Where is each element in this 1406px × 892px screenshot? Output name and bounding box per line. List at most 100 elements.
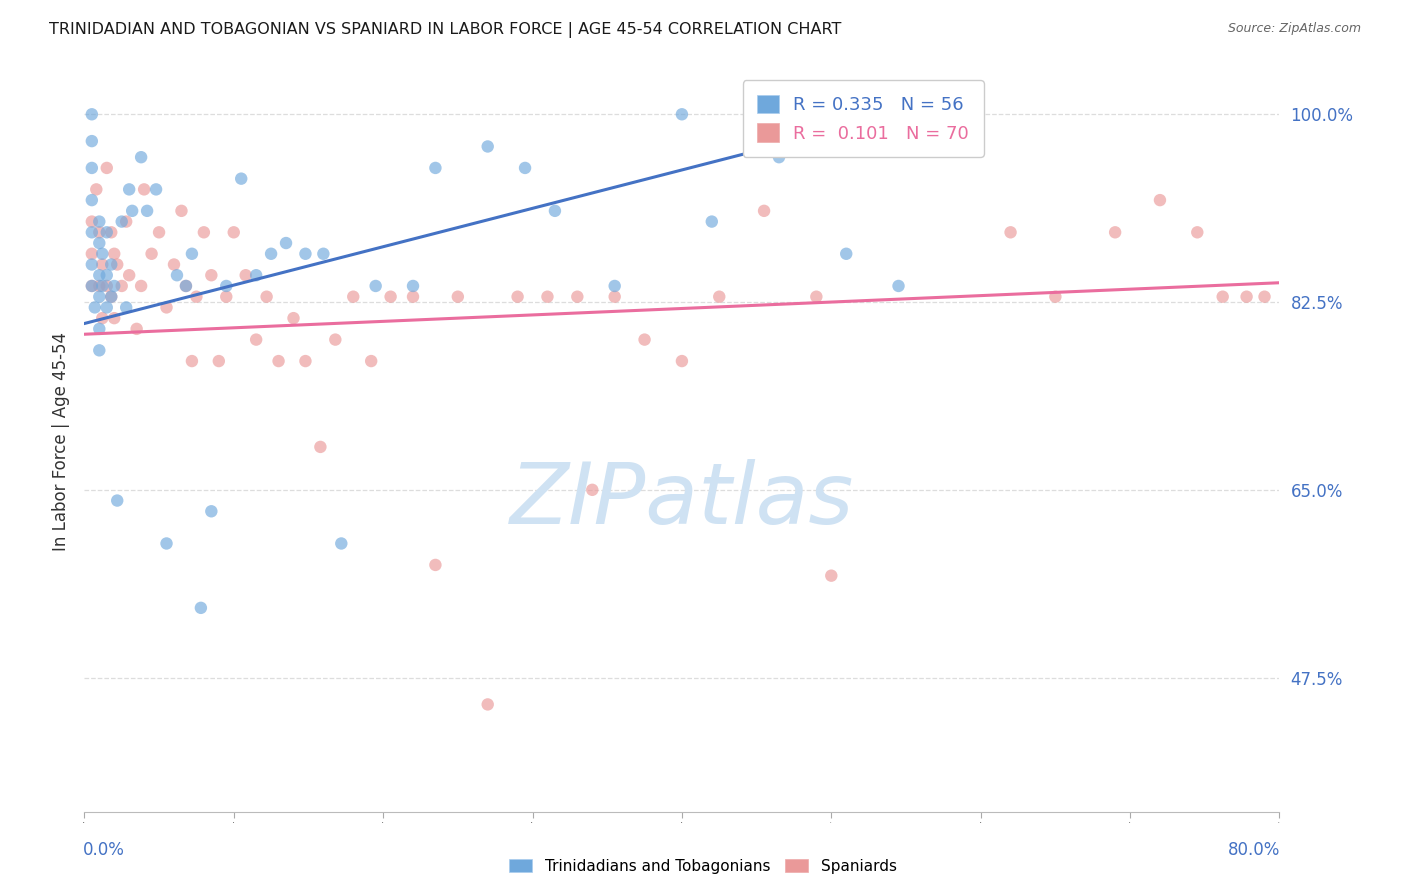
- Point: [342, 290, 364, 304]
- Point: [80, 107, 103, 121]
- Point: [155, 536, 177, 550]
- Point: [121, 203, 143, 218]
- Point: [245, 268, 267, 283]
- Point: [215, 279, 238, 293]
- Point: [118, 182, 141, 196]
- Point: [700, 214, 723, 228]
- Point: [752, 203, 775, 218]
- Point: [100, 290, 122, 304]
- Point: [100, 290, 122, 304]
- Point: [132, 182, 156, 196]
- Point: [80, 246, 103, 260]
- Point: [939, 107, 962, 121]
- Point: [100, 258, 122, 272]
- Point: [887, 279, 910, 293]
- Point: [1149, 193, 1171, 207]
- Point: [190, 600, 212, 615]
- Text: ZIPatlas: ZIPatlas: [510, 459, 853, 542]
- Point: [477, 698, 499, 712]
- Point: [283, 311, 305, 326]
- Point: [80, 214, 103, 228]
- Point: [89, 343, 111, 358]
- Point: [274, 235, 297, 250]
- Text: TRINIDADIAN AND TOBAGONIAN VS SPANIARD IN LABOR FORCE | AGE 45-54 CORRELATION CH: TRINIDADIAN AND TOBAGONIAN VS SPANIARD I…: [49, 22, 842, 38]
- Point: [544, 203, 567, 218]
- Point: [105, 258, 128, 272]
- Point: [267, 354, 290, 368]
- Point: [1045, 290, 1067, 304]
- Point: [96, 279, 118, 293]
- Point: [166, 268, 188, 283]
- Point: [100, 225, 122, 239]
- Text: 80.0%: 80.0%: [1229, 841, 1281, 859]
- Point: [245, 333, 267, 347]
- Point: [1236, 290, 1258, 304]
- Point: [96, 161, 118, 175]
- Point: [1212, 290, 1234, 304]
- Point: [148, 225, 170, 239]
- Point: [96, 268, 118, 283]
- Point: [506, 290, 529, 304]
- Point: [447, 290, 470, 304]
- Point: [129, 150, 152, 164]
- Point: [193, 225, 215, 239]
- Point: [231, 171, 253, 186]
- Point: [181, 354, 204, 368]
- Point: [235, 268, 257, 283]
- Point: [103, 279, 125, 293]
- Point: [115, 214, 138, 228]
- Point: [103, 246, 125, 260]
- Y-axis label: In Labor Force | Age 45-54: In Labor Force | Age 45-54: [52, 332, 70, 551]
- Point: [671, 107, 693, 121]
- Point: [312, 246, 335, 260]
- Point: [330, 536, 353, 550]
- Point: [118, 268, 141, 283]
- Point: [880, 107, 903, 121]
- Point: [260, 246, 283, 260]
- Text: 0.0%: 0.0%: [83, 841, 125, 859]
- Point: [145, 182, 167, 196]
- Point: [215, 290, 238, 304]
- Point: [174, 279, 197, 293]
- Point: [91, 258, 114, 272]
- Point: [80, 134, 103, 148]
- Point: [80, 279, 103, 293]
- Point: [89, 214, 111, 228]
- Point: [91, 246, 114, 260]
- Point: [89, 225, 111, 239]
- Point: [380, 290, 402, 304]
- Point: [103, 311, 125, 326]
- Point: [309, 440, 332, 454]
- Point: [200, 504, 222, 518]
- Point: [364, 279, 387, 293]
- Point: [768, 150, 790, 164]
- Point: [83, 301, 105, 315]
- Point: [174, 279, 197, 293]
- Point: [835, 246, 858, 260]
- Point: [1253, 290, 1275, 304]
- Point: [208, 354, 231, 368]
- Point: [89, 290, 111, 304]
- Point: [80, 225, 103, 239]
- Point: [80, 161, 103, 175]
- Point: [222, 225, 245, 239]
- Point: [425, 558, 447, 572]
- Point: [536, 290, 558, 304]
- Point: [671, 354, 693, 368]
- Point: [425, 161, 447, 175]
- Point: [709, 290, 731, 304]
- Point: [96, 225, 118, 239]
- Point: [402, 290, 425, 304]
- Point: [402, 279, 425, 293]
- Point: [360, 354, 382, 368]
- Point: [513, 161, 536, 175]
- Point: [80, 279, 103, 293]
- Point: [80, 193, 103, 207]
- Point: [155, 301, 177, 315]
- Point: [477, 139, 499, 153]
- Point: [129, 279, 152, 293]
- Point: [200, 268, 222, 283]
- Point: [111, 214, 134, 228]
- Point: [820, 568, 842, 582]
- Point: [115, 301, 138, 315]
